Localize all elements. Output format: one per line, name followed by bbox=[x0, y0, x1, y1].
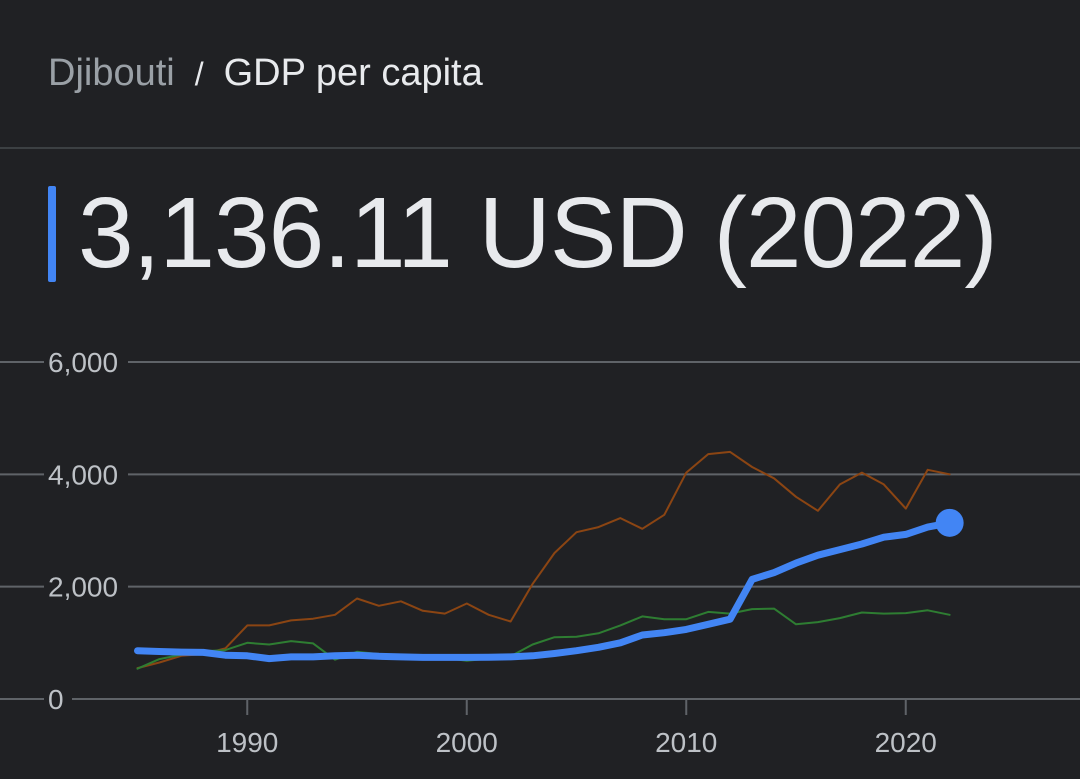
y-tick-label: 2,000 bbox=[48, 572, 118, 603]
x-tick-label: 2010 bbox=[655, 727, 717, 758]
comparison-line-green bbox=[136, 607, 951, 670]
breadcrumb: Djibouti / GDP per capita bbox=[48, 50, 483, 97]
x-tick-label: 2000 bbox=[436, 727, 498, 758]
latest-value-marker[interactable] bbox=[935, 508, 964, 537]
header-divider bbox=[0, 147, 1080, 149]
headline-number: 3,136.11 bbox=[78, 177, 453, 289]
gdp-line-chart[interactable]: 0 2,000 4,000 6,000 1990 2000 2010 2020 bbox=[0, 300, 1080, 779]
y-tick-label: 4,000 bbox=[48, 459, 118, 490]
y-tick-label: 0 bbox=[48, 684, 64, 715]
breadcrumb-country-link[interactable]: Djibouti bbox=[48, 52, 175, 94]
headline-accent-bar bbox=[48, 186, 56, 282]
comparison-line-brown bbox=[136, 450, 951, 670]
x-tick-label: 1990 bbox=[216, 727, 278, 758]
y-tick-label: 6,000 bbox=[48, 347, 118, 378]
x-tick-label: 2020 bbox=[875, 727, 937, 758]
headline-year: (2022) bbox=[713, 177, 998, 289]
breadcrumb-current: GDP per capita bbox=[223, 52, 483, 94]
djibouti-line[interactable] bbox=[134, 519, 954, 663]
headline-value: 3,136.11 USD (2022) bbox=[78, 177, 998, 289]
headline-unit: USD bbox=[478, 177, 688, 289]
breadcrumb-separator: / bbox=[194, 56, 204, 92]
